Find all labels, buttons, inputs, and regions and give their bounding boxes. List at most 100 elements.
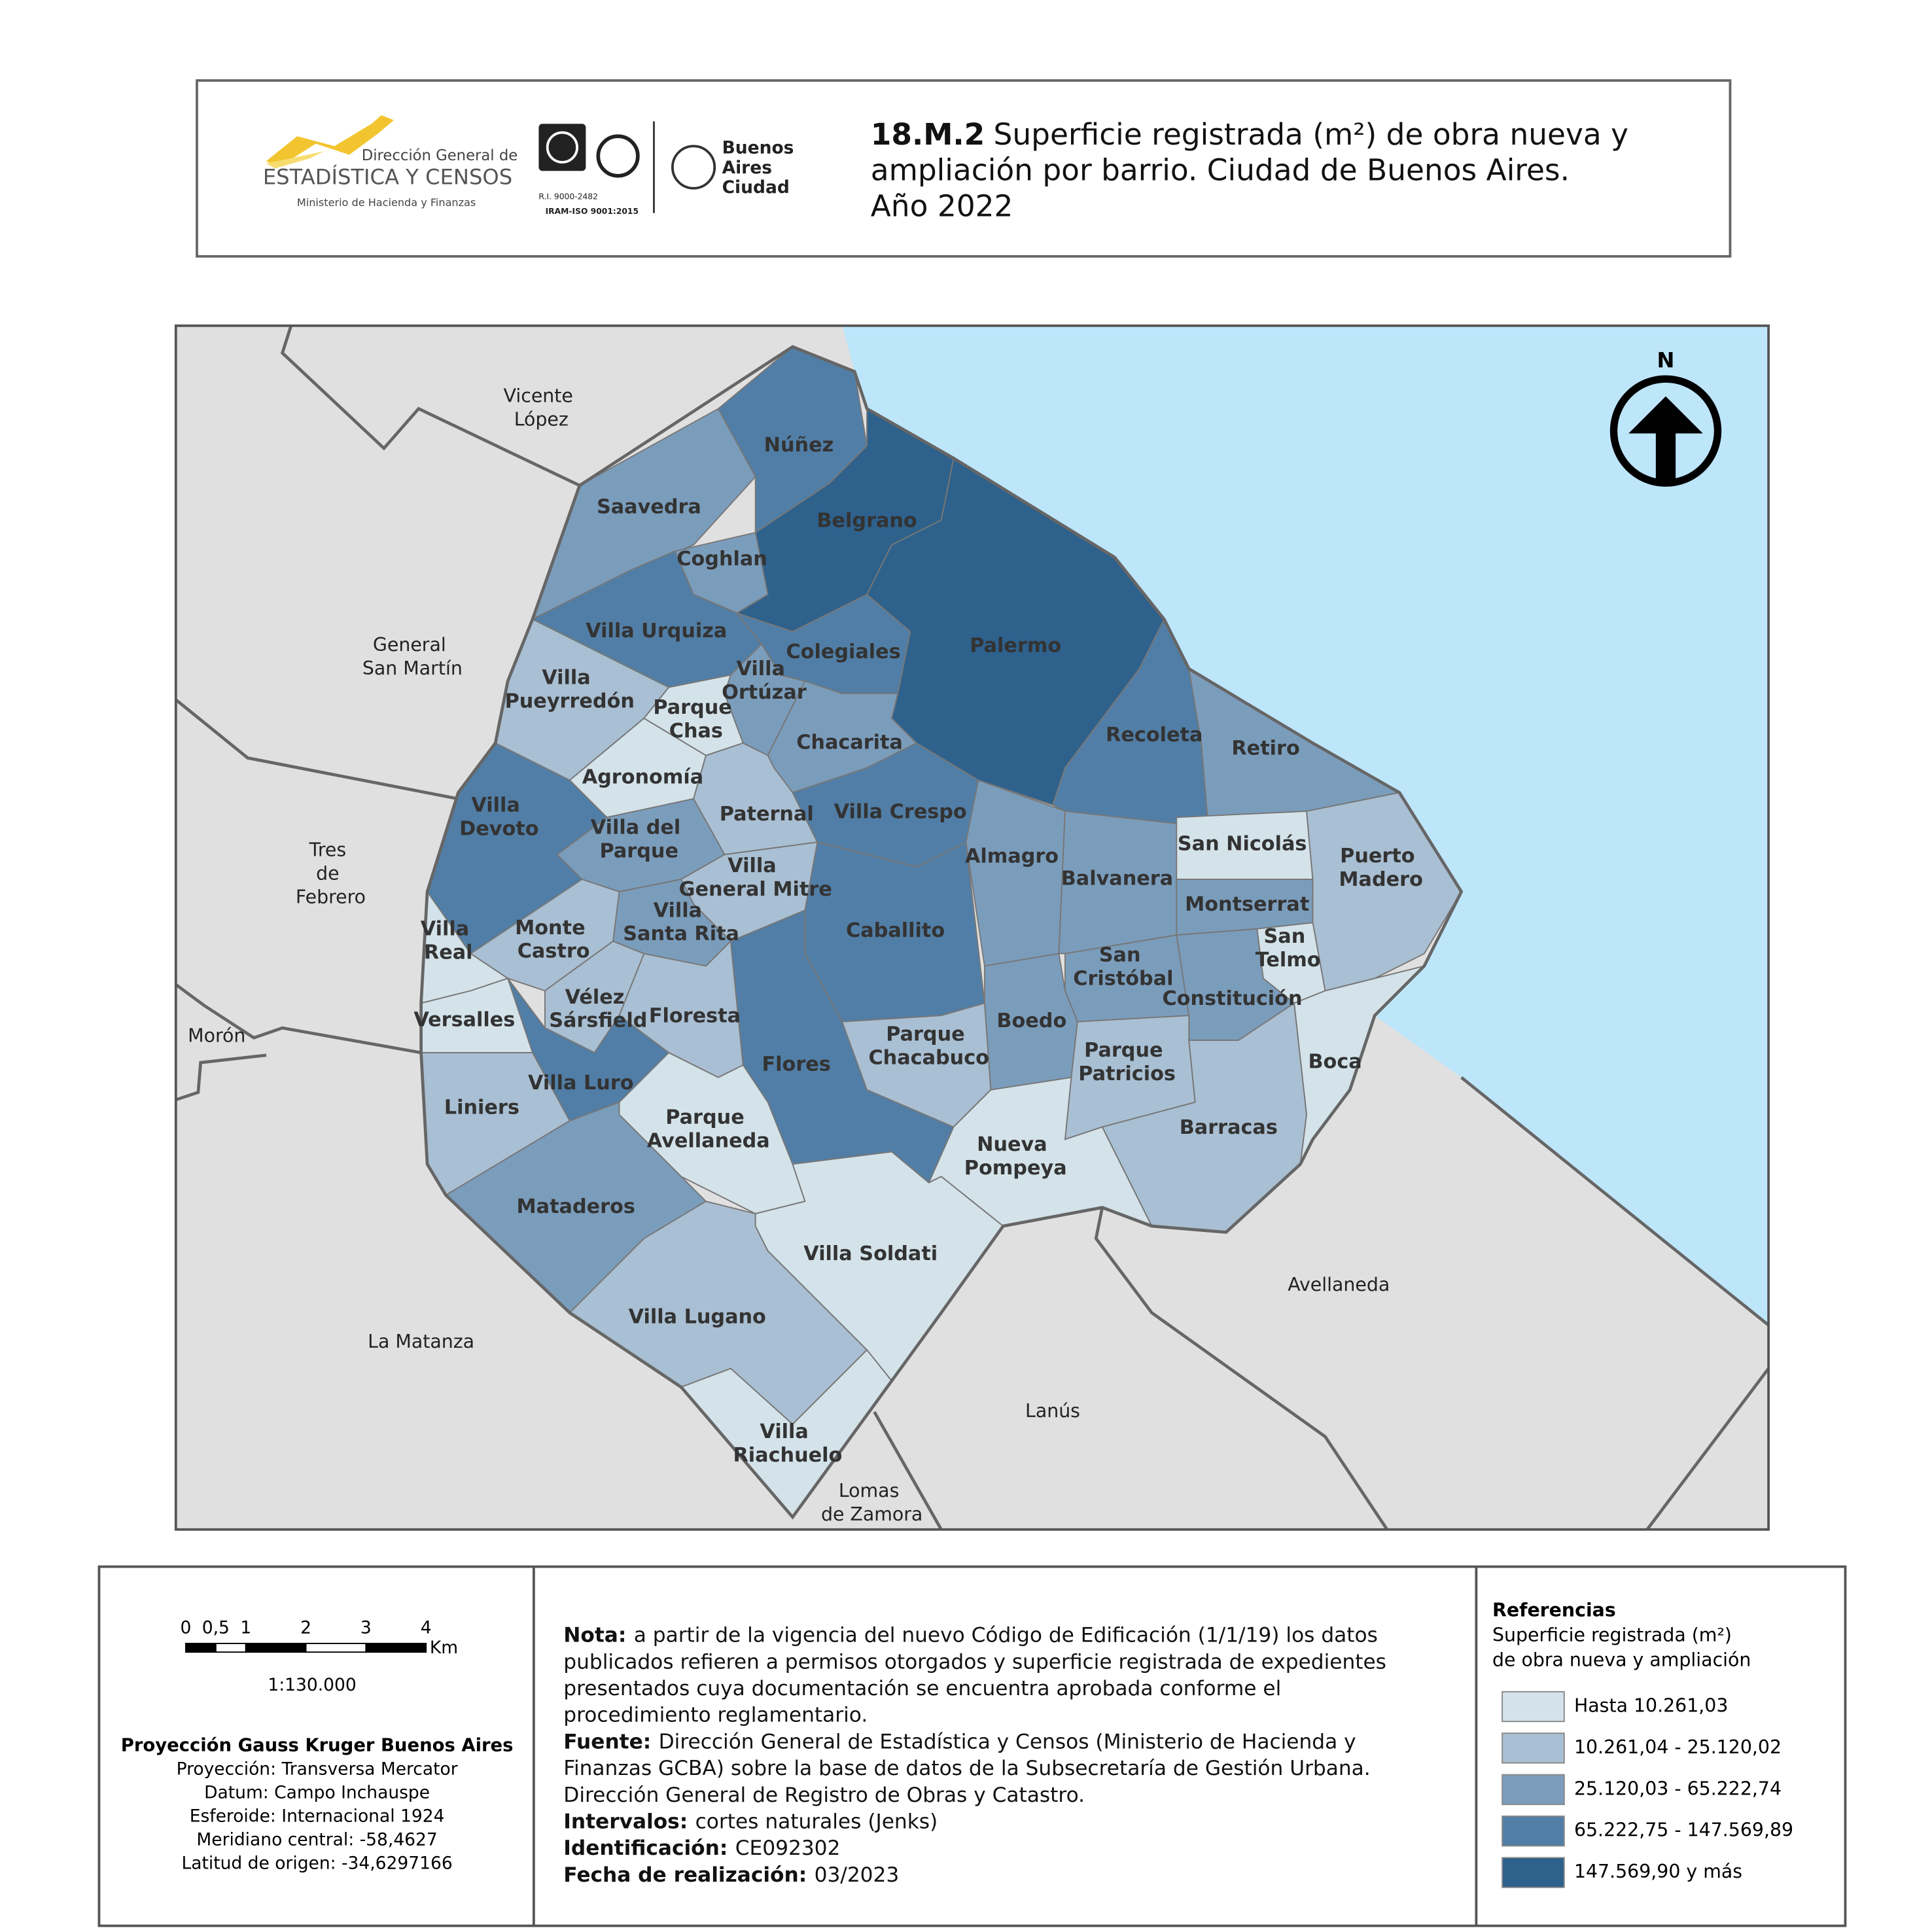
title-code: 18.M.2 (871, 117, 985, 152)
projection-line: Meridiano central: -58,4627 (196, 1829, 437, 1850)
barrio-label: Villa Santa Rita (623, 899, 739, 945)
note-text: 03/2023 (815, 1863, 900, 1887)
barrio-label: Palermo (970, 635, 1061, 658)
title: 18.M.2 Superficie registrada (m²) de obra… (871, 117, 1628, 152)
legend-subtitle: de obra nueva y ampliación (1492, 1649, 1751, 1670)
barrio-label: Barracas (1180, 1116, 1278, 1139)
barrio-label: Montserrat (1185, 893, 1309, 916)
barrio-label: Villa Urquiza (586, 620, 727, 642)
barrio-label: Villa Pueyrredón (505, 666, 635, 712)
scale-segment (245, 1642, 307, 1653)
barrio-label: Versalles (413, 1008, 515, 1031)
barrio-label: Villa Real (421, 917, 476, 964)
note-line: Dirección General de Registro de Obras y… (563, 1783, 1085, 1807)
boundary (175, 983, 422, 1055)
legend-swatch (1502, 1774, 1565, 1805)
map: Saavedra Núñez Coghlan Belgrano Villa Urquiz… (174, 324, 1770, 1531)
barrio-label: Mataderos (517, 1195, 635, 1218)
header-box (196, 79, 1732, 258)
barrio-label: Chacarita (796, 731, 903, 754)
barrio-label: Parque Avellaneda (647, 1106, 770, 1152)
legend-label: 25.120,03 - 65.222,74 (1574, 1778, 1782, 1799)
barrio-label: Villa Devoto (459, 794, 538, 840)
barrio-label: Belgrano (817, 509, 917, 532)
note-line: Fuente: Dirección General de Estadística … (563, 1730, 1356, 1753)
neighbor-label: Lomas de Zamora (821, 1480, 922, 1525)
barrio-label: Villa Luro (528, 1072, 634, 1095)
barrio-label: Parque Chas (653, 695, 739, 742)
barrio-label: Boedo (996, 1010, 1066, 1032)
ba-logo (671, 145, 716, 190)
logo-arrow (266, 115, 394, 167)
legend-label: 65.222,75 - 147.569,89 (1574, 1819, 1793, 1841)
title-line: Superficie registrada (m²) de obra nueva… (994, 117, 1629, 152)
title-line: ampliación por barrio. Ciudad de Buenos … (871, 153, 1570, 188)
iqnet-logo (596, 134, 640, 178)
iram-circle (546, 131, 579, 164)
logo-text: Dirección General de (362, 147, 518, 164)
projection-line: Esferoide: Internacional 1924 (190, 1806, 445, 1826)
logo-text: Buenos (722, 138, 794, 158)
neighbor-label: Lanús (1025, 1400, 1080, 1422)
barrio-label: San Telmo (1256, 925, 1321, 972)
legend-subtitle: Superficie registrada (m²) (1492, 1625, 1732, 1646)
barrio-label: San Cristóbal (1073, 943, 1173, 990)
projection-line: Proyección: Transversa Mercator (177, 1759, 458, 1780)
scale-tick-label: 4 (421, 1618, 432, 1638)
barrio-label: Agronomía (582, 765, 703, 788)
projection-line: Latitud de origen: -34,6297166 (181, 1853, 452, 1873)
legend-label: Hasta 10.261,03 (1574, 1695, 1728, 1716)
scale-tick-label: 2 (300, 1618, 311, 1638)
map-frame (174, 324, 1770, 1531)
barrio-label: Villa General Mitre (679, 854, 832, 901)
neighbor-label: General San Martín (362, 634, 463, 679)
legend-label: 147.569,90 y más (1574, 1861, 1742, 1882)
neighbor-label: Avellaneda (1288, 1274, 1390, 1295)
scale-tick-label: 1 (240, 1618, 251, 1638)
city-outline (419, 345, 1464, 1520)
note-line: Intervalos: cortes naturales (Jenks) (563, 1810, 938, 1833)
note-text: cortes naturales (Jenks) (695, 1810, 938, 1833)
barrio-label: Parque Patricios (1078, 1039, 1176, 1085)
note-label: Fuente: (563, 1730, 651, 1753)
barrio-label: Villa Riachuelo (733, 1420, 842, 1467)
barrio-label: Flores (762, 1053, 831, 1076)
note-line: publicados refieren a permisos otorgados… (563, 1650, 1386, 1674)
barrio-label: Boca (1308, 1051, 1361, 1074)
legend-title: Referencias (1492, 1600, 1616, 1621)
note-label: Intervalos: (563, 1810, 688, 1833)
scale-segment (305, 1642, 367, 1653)
barrio-label: Villa Crespo (834, 800, 967, 823)
barrio-label: Coghlan (676, 548, 767, 571)
barrio-label: Monte Castro (515, 916, 592, 962)
scale-tick-label: 0 (181, 1618, 192, 1638)
logo-text: IRAM-ISO 9001:2015 (546, 207, 639, 216)
note-label: Identificación: (563, 1836, 728, 1860)
boundary (1645, 1367, 1770, 1531)
barrio-label: Puerto Madero (1339, 844, 1422, 890)
note-line: procedimiento reglamentario. (563, 1704, 868, 1727)
iram-logo (538, 124, 586, 171)
barrio-label: Vélez Sársfield (549, 985, 647, 1032)
note-line: Nota: a partir de la vigencia del nuevo C… (563, 1624, 1378, 1647)
note-line: Fecha de realización: 03/2023 (563, 1863, 899, 1887)
barrio-label: Almagro (965, 845, 1059, 868)
legend-swatch (1502, 1816, 1565, 1847)
neighbor-label: Tres de Febrero (296, 839, 366, 907)
neighbor-label: Vicente López (504, 385, 579, 430)
logo-text: ESTADÍSTICA Y CENSOS (263, 165, 512, 190)
barrio-label: Caballito (846, 919, 945, 942)
scale-segment (365, 1642, 427, 1653)
logo-arrow-shade (266, 150, 325, 169)
boundary (1094, 1207, 1389, 1531)
neighbor-label: Morón (188, 1025, 245, 1046)
barrio-label: Floresta (649, 1005, 741, 1028)
barrio-label: Nueva Pompeya (964, 1133, 1067, 1180)
scale-tick-label: 3 (360, 1618, 372, 1638)
barrio-label: Colegiales (786, 641, 900, 663)
logo-text: Ciudad (722, 177, 790, 198)
barrio-label: Retiro (1231, 737, 1299, 760)
note-line: Identificación: CE092302 (563, 1836, 840, 1860)
